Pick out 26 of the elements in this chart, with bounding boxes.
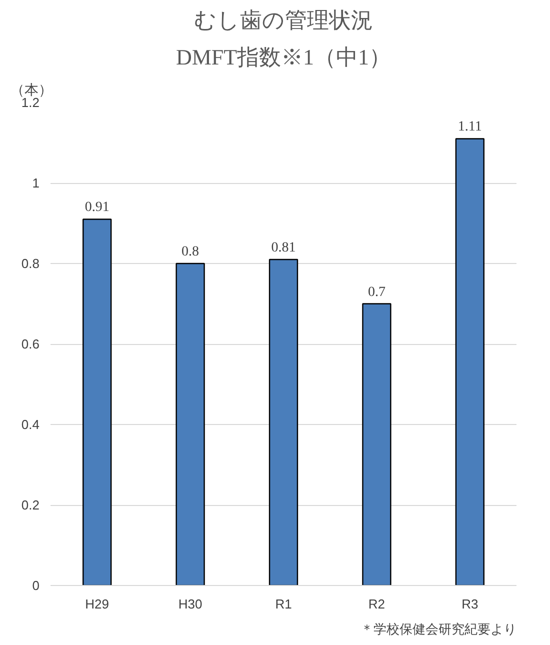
bar xyxy=(455,138,484,586)
x-tick-label: R3 xyxy=(462,596,478,612)
data-label: 1.11 xyxy=(458,120,482,135)
data-label: 0.91 xyxy=(84,200,110,216)
y-tick-label: 1 xyxy=(32,176,40,190)
data-label: 0.8 xyxy=(182,244,200,260)
y-tick-label: 0.2 xyxy=(21,498,40,512)
bar xyxy=(82,218,112,586)
y-tick-label: 0.8 xyxy=(21,256,40,271)
chart-title: むし歯の管理状況 xyxy=(194,8,373,32)
chart-subtitle: DMFT指数※1（中1） xyxy=(176,44,392,70)
y-tick-label: 0.4 xyxy=(21,417,40,432)
bar xyxy=(176,262,205,586)
x-tick-label: H30 xyxy=(178,596,202,612)
y-tick-label: 0.6 xyxy=(21,336,40,352)
data-label: 0.81 xyxy=(271,240,296,256)
y-axis-title: （本） xyxy=(10,82,52,98)
x-tick-label: R2 xyxy=(368,596,386,612)
bar xyxy=(362,303,392,586)
y-tick-label: 1.2 xyxy=(21,95,40,110)
x-tick-label: H29 xyxy=(85,596,110,612)
text: ＊学校保健会研究紀要より xyxy=(360,622,516,636)
y-tick-label: 0 xyxy=(32,578,40,593)
bar xyxy=(268,258,298,586)
x-tick-label: R1 xyxy=(275,596,292,612)
data-label: 0.7 xyxy=(368,284,386,300)
